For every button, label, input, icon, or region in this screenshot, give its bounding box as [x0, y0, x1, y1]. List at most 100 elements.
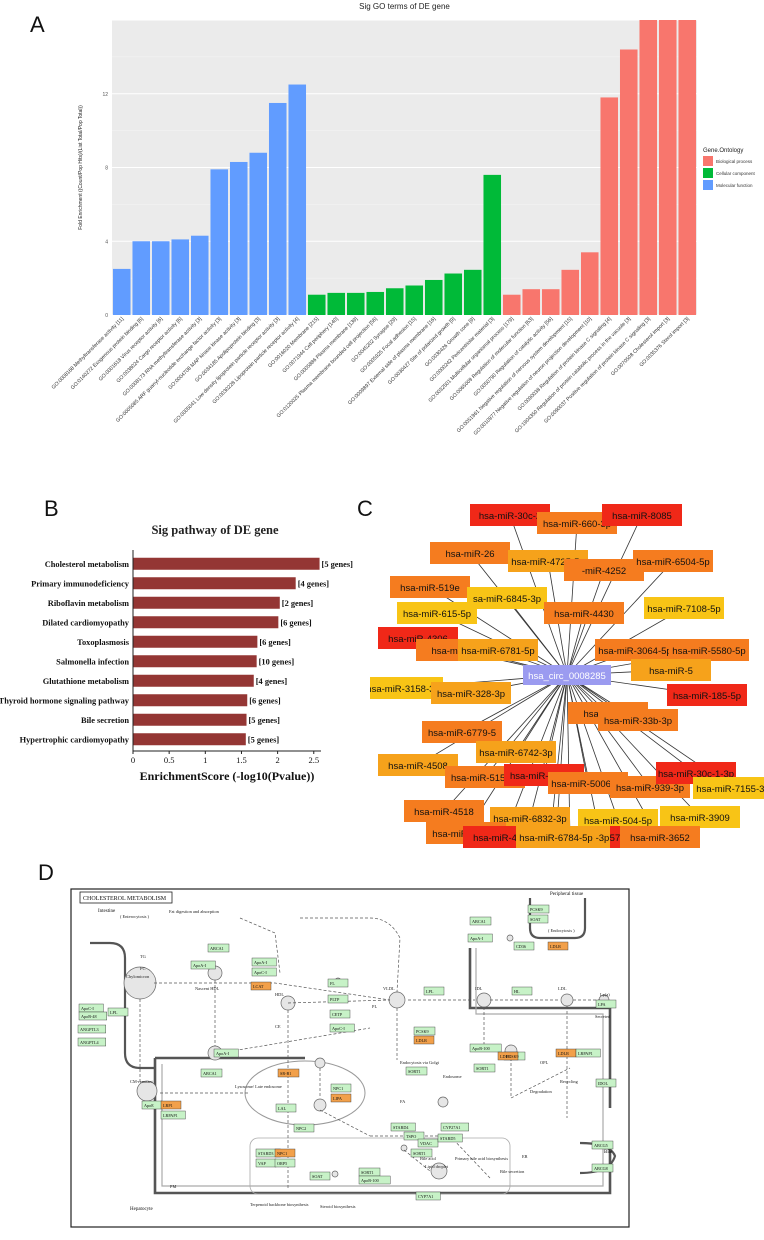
mirna-node-label: -miR-4252 [582, 566, 626, 577]
bar-pathway [133, 577, 296, 590]
bar-go-term [561, 269, 580, 315]
legend-label: Biological process [716, 159, 753, 164]
gene-box [467, 933, 493, 943]
bar-go-term [405, 285, 424, 315]
map-title: CHOLESTEROL METABOLISM [83, 896, 167, 902]
gene-label: ANGPTL3 [80, 1027, 99, 1032]
y-tick-label: Toxoplasmosis [77, 638, 130, 647]
pathway-bar-chart: Sig pathway of DE gene Cholesterol metabo… [0, 523, 353, 783]
mirna-node [693, 777, 764, 799]
map-label: Chylomicron [126, 974, 150, 979]
x-tick-label: 2.5 [308, 755, 319, 765]
map-label: ( Enterocytosis ) [120, 914, 150, 919]
map-label: Fat digestion and absorption [169, 909, 220, 914]
lipoprotein-particle [388, 991, 406, 1009]
mirna-node-label: hsa-miR-4430 [554, 609, 614, 620]
gene-label: ApoE [144, 1103, 154, 1108]
x-tick-label: GO:0140272 Exogenous protein binding [6] [70, 316, 145, 391]
mirna-node [490, 807, 570, 829]
panel-label-a: A [30, 12, 45, 37]
area-label: Intestine [98, 909, 116, 914]
bar-pathway [133, 635, 258, 648]
gene-box [329, 1023, 355, 1033]
bar-go-term [619, 49, 638, 315]
gene-label: ApoB-48 [81, 1014, 97, 1019]
gene-box [274, 1158, 296, 1168]
gene-label: CD36 [516, 944, 526, 949]
gene-label: STARD4 [393, 1125, 409, 1130]
map-label: LDL [558, 986, 567, 991]
gene-label: LDLR [500, 1054, 511, 1059]
map-label: IDL [475, 986, 483, 991]
circrna-node [523, 665, 611, 685]
mirna-node-label: hsa-miR-3909 [670, 813, 730, 824]
gene-box [440, 1122, 469, 1132]
y-tick-label: Hypertrophic cardiomyopathy [20, 735, 130, 744]
map-label: Lp(a) [600, 992, 610, 997]
flux-arrow [300, 917, 401, 993]
gene-box [274, 1148, 296, 1158]
gene-label: LRP1 [163, 1103, 173, 1108]
data-label: [5 genes] [248, 735, 280, 744]
lipoprotein-particle [437, 1096, 449, 1108]
gene-label: IDOL [598, 1081, 608, 1086]
bar-pathway [133, 733, 246, 746]
lipoprotein-particle [430, 1162, 448, 1180]
mirna-node-label: hsa-miR-939-3p [616, 783, 684, 794]
gene-box [251, 957, 277, 967]
mirna-node [431, 682, 511, 704]
gene-label: LPL [110, 1010, 118, 1015]
bar-pathway [133, 713, 247, 726]
map-label: Terpenoid backbone biosynthesis [250, 1202, 309, 1207]
bar-go-term [229, 161, 248, 315]
gene-label: ABCA1 [472, 919, 486, 924]
gene-box [413, 1035, 435, 1045]
map-label: PL [372, 1004, 377, 1009]
bar-go-term [171, 239, 190, 315]
map-label: Primary bile acid biosynthesis [455, 1156, 508, 1161]
y-tick-label: 8 [105, 166, 108, 172]
gene-box [160, 1110, 186, 1120]
gene-box [591, 1163, 614, 1173]
gene-label: ApoC-I [81, 1006, 94, 1011]
bar-go-term [483, 174, 502, 315]
mirna-node-label: hsa-miR-4508 [388, 761, 448, 772]
flux-arrow [154, 982, 391, 1001]
bar-go-term [327, 292, 346, 315]
gene-box [417, 1138, 439, 1148]
map-label: Steroid biosynthesis [320, 1204, 356, 1209]
map-label: FA [400, 1099, 406, 1104]
bar-pathway [133, 557, 320, 570]
mirna-node-label: hsa-miR-328-3p [437, 689, 505, 700]
x-tick-label: 2 [275, 755, 279, 765]
gene-label: VAP [258, 1161, 267, 1166]
mirna-node-label: hsa-miR-660-3p [543, 519, 611, 530]
gene-box [327, 994, 349, 1004]
gene-box [277, 1068, 300, 1078]
map-label: Endocytosis via Golgi [400, 1060, 440, 1065]
bar-go-term [502, 294, 521, 315]
map-label: Recycling [560, 1079, 579, 1084]
mirna-node-label: hsa-miR-6742-3p [479, 748, 552, 759]
network-edge [566, 522, 578, 676]
map-label: HDL [275, 992, 284, 997]
gene-label: PCSK9 [416, 1029, 429, 1034]
gene-box [160, 1100, 182, 1110]
y-tick-label: Bile secretion [81, 716, 129, 725]
gene-label: SOAT [312, 1174, 323, 1179]
go-terms-bar-chart: Sig GO terms of DE gene 0 4 8 12 Fold Enrichm… [51, 2, 756, 437]
mirna-node [404, 800, 484, 822]
mirna-node-label: hsa-miR-515-3p [451, 773, 519, 784]
gene-label: ApoA-I [216, 1051, 230, 1056]
bar-go-term [307, 294, 326, 315]
gene-label: LRPAP1 [578, 1051, 593, 1056]
mirna-node [595, 639, 675, 661]
map-label: Lipid droplet [425, 1164, 449, 1169]
mirna-node [602, 504, 682, 526]
mirna-node-label: hsa-miR-4725-5p [511, 557, 584, 568]
map-label: TG [140, 954, 147, 959]
gene-label: STARD3 [258, 1151, 274, 1156]
gene-label: PLTP [330, 997, 340, 1002]
map-label: Degradation [530, 1089, 553, 1094]
